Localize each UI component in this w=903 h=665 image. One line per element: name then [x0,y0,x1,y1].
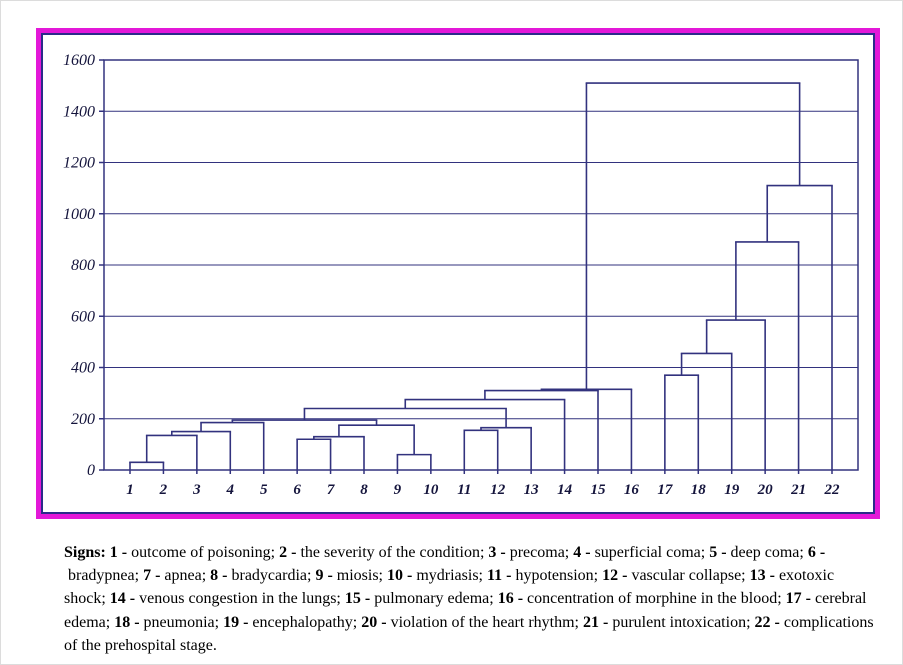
x-leaf-label: 6 [293,482,301,498]
y-tick-label: 600 [71,308,95,325]
caption-item-text: hypotension; [515,567,599,585]
y-tick-label: 0 [87,462,95,479]
x-leaf-label: 21 [790,482,806,498]
caption-item-number: 20 - [357,613,391,631]
x-leaf-label: 3 [192,482,201,498]
y-tick-label: 1000 [63,206,95,223]
caption-item-number: 14 - [105,590,140,608]
y-tick-label: 1600 [63,52,95,69]
caption-item-number: 2 - [275,544,301,561]
caption-item-text: pneumonia; [143,613,220,631]
caption-item-text: encephalopathy; [252,613,358,631]
x-leaf-label: 22 [824,482,841,498]
x-leaf-label: 8 [360,482,368,498]
y-tick-label: 1200 [63,155,95,172]
caption-item-text: bradycardia; [231,567,312,585]
caption-item-text: violation of the heart rhythm; [390,613,579,631]
caption-item-number: 19 - [219,613,253,631]
x-leaf-label: 15 [591,482,607,498]
x-leaf-label: 7 [327,482,335,498]
chart-frame-inner: 0 200 400 600 800 1000 1200 1400 1600 1 2 3 4 5 6 7 8 9 10… [41,33,875,514]
x-leaf-label: 5 [260,482,268,498]
caption: Signs: 1 - outcome of poisoning; 2 - the… [64,541,876,657]
x-leaf-label: 9 [394,482,402,498]
caption-item-number: 17 - [781,590,815,608]
caption-item-number: 15 - [340,590,375,608]
caption-item-text: exotoxic shock; [64,567,835,608]
caption-item-text: mydriasis; [416,567,483,585]
caption-item-number: 9 - [311,567,337,585]
caption-item-number: 5 - [705,544,731,561]
x-leaf-label: 1 [126,482,134,498]
caption-item-number: 10 - [383,567,417,585]
x-leaf-label: 10 [423,482,439,498]
caption-item-text: purulent intoxication; [612,613,751,631]
x-leaf-label: 13 [524,482,540,498]
caption-prefix: Signs: [64,544,106,561]
caption-item-text: the severity of the condition; [300,544,485,561]
caption-item-number: 3 - [484,544,510,561]
caption-item-text: bradypnea; [68,567,140,585]
x-leaf-label: 4 [226,482,235,498]
x-leaf-label: 18 [691,482,707,498]
caption-item-number: 1 - [105,544,132,561]
caption-item-number: 11 - [483,567,516,585]
caption-item-number: 18 - [110,613,144,631]
caption-item-number: 21 - [578,613,613,631]
caption-item-text: complications of the prehospital stage. [64,613,874,654]
caption-item-number: 8 - [206,567,232,585]
y-tick-label: 1400 [63,103,95,120]
x-leaf-label: 12 [490,482,506,498]
x-leaf-label: 14 [557,482,573,498]
caption-item-number: 4 - [569,544,595,561]
x-leaf-label: 20 [757,482,774,498]
x-leaf-label: 17 [657,482,673,498]
caption-item-text: apnea; [164,567,207,585]
plot-border [103,59,859,471]
caption-item-number: 16 - [493,590,528,608]
caption-item-text: pulmonary edema; [374,590,494,608]
caption-item-number: 13 - [745,567,779,585]
caption-item-text: precoma; [509,544,570,561]
caption-item-number: 7 - [139,567,165,585]
caption-item-text: cerebral edema; [64,590,867,631]
y-tick-label: 400 [71,360,95,377]
caption-item-text: vascular collapse; [631,567,746,585]
caption-item-number: 12 - [598,567,632,585]
y-tick-label: 200 [71,411,95,428]
caption-item-text: outcome of poisoning; [131,544,276,561]
caption-item-number: 6 - [64,544,826,585]
y-tick-label: 800 [71,257,95,274]
x-leaf-label: 19 [724,482,740,498]
caption-item-number: 22 - [750,613,784,631]
caption-item-text: venous congestion in the lungs; [139,590,341,608]
chart-frame-outer: 0 200 400 600 800 1000 1200 1400 1600 1 2 3 4 5 6 7 8 9 10… [36,28,880,519]
x-leaf-label: 16 [624,482,640,498]
caption-body: 1 - outcome of poisoning; 2 - the severi… [64,544,874,654]
x-leaf-label: 2 [159,482,168,498]
caption-item-text: miosis; [336,567,383,585]
x-leaf-label: 11 [457,482,471,498]
caption-item-text: deep coma; [730,544,804,561]
caption-item-text: superficial coma; [594,544,706,561]
caption-item-text: concentration of morphine in the blood; [527,590,782,608]
